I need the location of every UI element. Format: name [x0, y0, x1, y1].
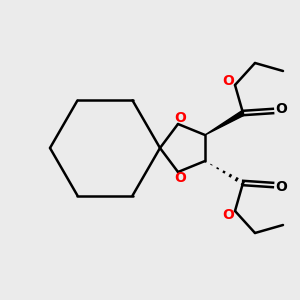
Text: O: O — [275, 102, 287, 116]
Text: O: O — [222, 74, 234, 88]
Text: O: O — [222, 208, 234, 222]
Text: O: O — [174, 171, 186, 185]
Text: O: O — [275, 180, 287, 194]
Polygon shape — [205, 111, 244, 135]
Text: O: O — [174, 111, 186, 125]
